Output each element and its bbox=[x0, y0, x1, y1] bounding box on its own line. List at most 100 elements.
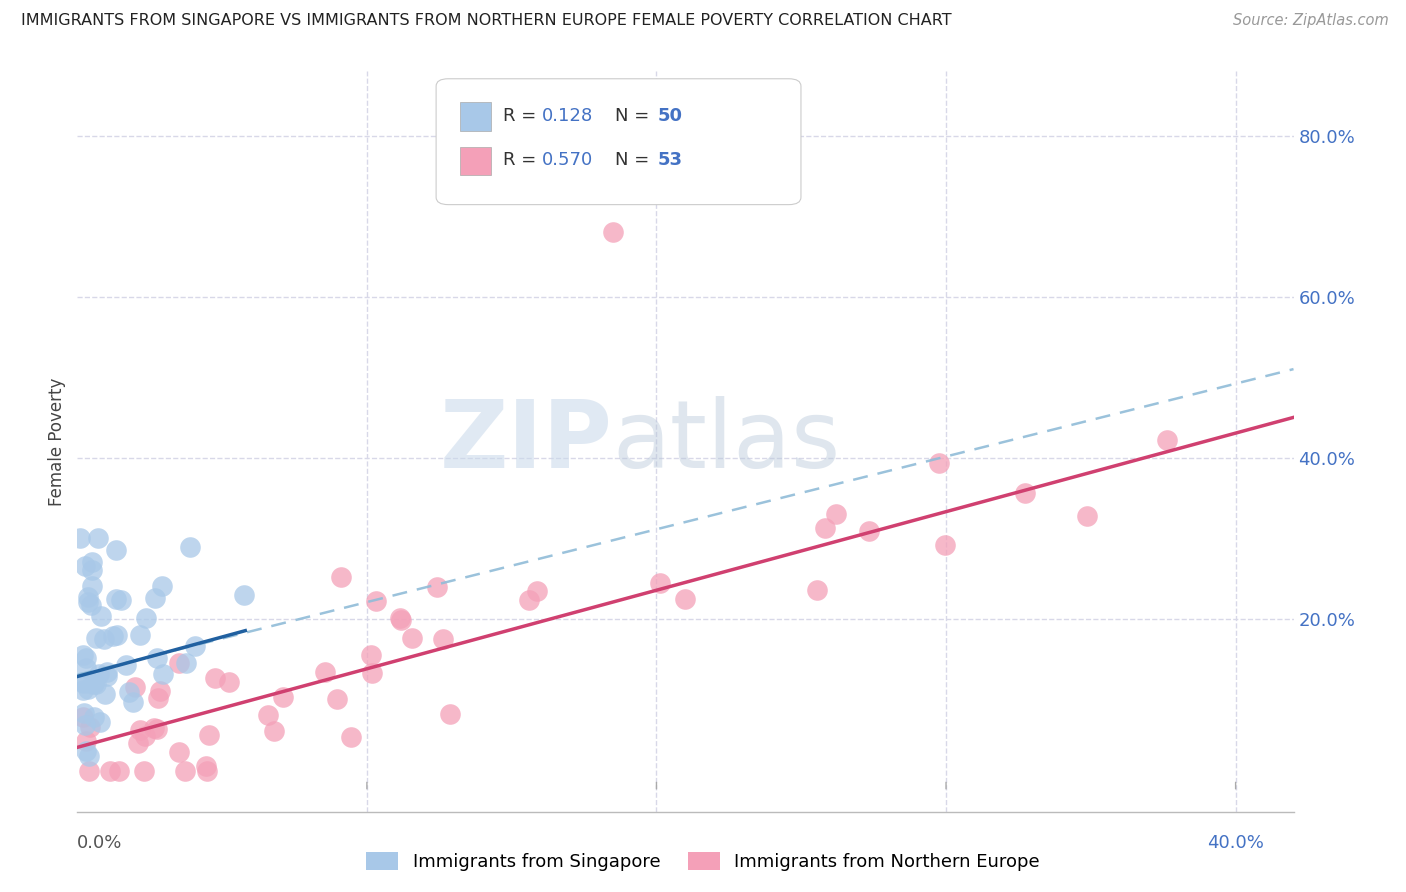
Point bbox=[110, 593, 132, 607]
Point bbox=[330, 570, 353, 584]
Text: 53: 53 bbox=[658, 152, 682, 169]
Point bbox=[75, 744, 97, 758]
Point bbox=[122, 695, 145, 709]
Point bbox=[86, 531, 108, 545]
Point bbox=[129, 628, 152, 642]
Point bbox=[80, 563, 103, 577]
Point bbox=[150, 579, 173, 593]
Point bbox=[146, 722, 169, 736]
Point bbox=[82, 677, 104, 691]
Point bbox=[218, 675, 240, 690]
Point bbox=[366, 594, 388, 608]
Point bbox=[197, 728, 219, 742]
Point bbox=[70, 675, 93, 690]
Point bbox=[73, 559, 96, 574]
Point bbox=[825, 507, 848, 521]
Point bbox=[257, 708, 280, 723]
Point bbox=[426, 580, 449, 594]
Point bbox=[132, 764, 155, 779]
Point bbox=[934, 538, 956, 552]
Text: 0.570: 0.570 bbox=[541, 152, 593, 169]
Text: IMMIGRANTS FROM SINGAPORE VS IMMIGRANTS FROM NORTHERN EUROPE FEMALE POVERTY CORR: IMMIGRANTS FROM SINGAPORE VS IMMIGRANTS … bbox=[21, 13, 952, 29]
Point bbox=[72, 648, 94, 663]
FancyBboxPatch shape bbox=[436, 78, 801, 204]
Point bbox=[104, 592, 127, 607]
Point bbox=[73, 706, 96, 720]
FancyBboxPatch shape bbox=[460, 147, 491, 175]
Point bbox=[77, 595, 100, 609]
Point bbox=[77, 590, 100, 604]
Point bbox=[80, 579, 103, 593]
Point bbox=[75, 651, 97, 665]
Point bbox=[115, 658, 138, 673]
Point bbox=[108, 764, 131, 779]
Point bbox=[118, 685, 141, 699]
Point bbox=[602, 225, 624, 239]
Point bbox=[101, 629, 124, 643]
Point bbox=[389, 611, 412, 625]
Point bbox=[89, 666, 111, 681]
Point bbox=[80, 598, 103, 612]
Point bbox=[72, 710, 94, 724]
Point bbox=[271, 690, 294, 704]
Point bbox=[1076, 508, 1098, 523]
Point bbox=[84, 676, 107, 690]
Point bbox=[76, 734, 98, 748]
Point bbox=[361, 666, 384, 681]
Point bbox=[93, 632, 115, 647]
Point bbox=[73, 718, 96, 732]
Text: R =: R = bbox=[503, 152, 541, 169]
Point bbox=[79, 720, 101, 734]
Point bbox=[105, 628, 128, 642]
Text: N =: N = bbox=[614, 107, 655, 125]
Point bbox=[314, 665, 336, 679]
Point bbox=[94, 687, 117, 701]
Point bbox=[858, 524, 880, 538]
Point bbox=[142, 722, 165, 736]
Point bbox=[195, 764, 218, 779]
Point bbox=[176, 656, 198, 670]
Point bbox=[195, 759, 218, 773]
Point bbox=[84, 631, 107, 645]
Point bbox=[928, 456, 950, 470]
Point bbox=[129, 723, 152, 737]
Point bbox=[135, 611, 157, 625]
Text: 40.0%: 40.0% bbox=[1208, 834, 1264, 852]
Text: 50: 50 bbox=[658, 107, 682, 125]
Point bbox=[96, 665, 118, 679]
Text: 0.0%: 0.0% bbox=[77, 834, 122, 852]
Point bbox=[73, 675, 96, 690]
Point bbox=[325, 691, 347, 706]
Point bbox=[79, 749, 101, 764]
Point bbox=[75, 661, 97, 675]
Point bbox=[124, 680, 146, 694]
Point bbox=[127, 736, 149, 750]
Point bbox=[146, 690, 169, 705]
Legend: Immigrants from Singapore, Immigrants from Northern Europe: Immigrants from Singapore, Immigrants fr… bbox=[359, 845, 1047, 879]
Point bbox=[143, 591, 166, 606]
Point bbox=[340, 731, 363, 745]
FancyBboxPatch shape bbox=[460, 103, 491, 130]
Point bbox=[152, 667, 174, 681]
Point bbox=[96, 669, 118, 683]
Point bbox=[360, 648, 382, 662]
Point bbox=[232, 588, 254, 602]
Point bbox=[167, 656, 190, 670]
Point bbox=[77, 682, 100, 697]
Point bbox=[432, 632, 454, 646]
Point bbox=[263, 724, 285, 739]
Point bbox=[401, 631, 423, 645]
Point bbox=[439, 706, 461, 721]
Text: Source: ZipAtlas.com: Source: ZipAtlas.com bbox=[1233, 13, 1389, 29]
Y-axis label: Female Poverty: Female Poverty bbox=[48, 377, 66, 506]
Text: N =: N = bbox=[614, 152, 655, 169]
Point bbox=[89, 715, 111, 730]
Point bbox=[77, 764, 100, 779]
Point bbox=[134, 729, 156, 743]
Point bbox=[174, 764, 197, 779]
Point bbox=[83, 676, 105, 690]
Point bbox=[83, 710, 105, 724]
Point bbox=[1156, 433, 1178, 447]
Point bbox=[105, 543, 128, 558]
Point bbox=[806, 582, 828, 597]
